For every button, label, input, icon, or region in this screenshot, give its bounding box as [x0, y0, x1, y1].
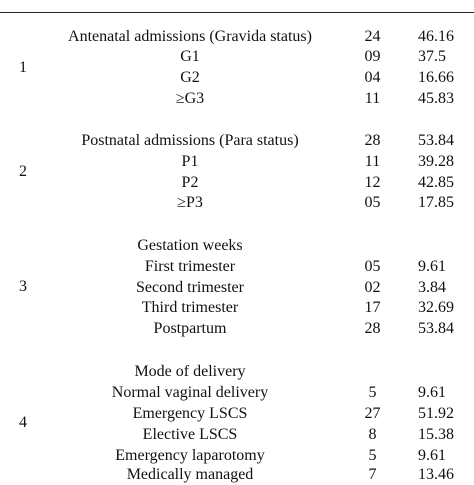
row-percent: 9.61: [418, 447, 446, 464]
row-label: Postnatal admissions (Para status): [81, 132, 299, 149]
row-percent: 53.84: [418, 320, 454, 337]
row-percent: 51.92: [418, 405, 454, 422]
row-label: Emergency laparotomy: [115, 447, 265, 464]
section-number: 4: [19, 414, 27, 431]
row-label: Emergency LSCS: [132, 405, 248, 422]
row-label: P2: [181, 174, 199, 191]
section-number: 3: [19, 278, 27, 295]
row-percent: 15.38: [418, 426, 454, 443]
row-label: Elective LSCS: [142, 426, 238, 443]
row-count: 17: [364, 299, 381, 316]
row-count: 24: [364, 28, 381, 45]
row-count: 05: [364, 194, 381, 211]
row-percent: 32.69: [418, 299, 454, 316]
row-percent: 3.84: [418, 279, 446, 296]
row-percent: 37.5: [418, 48, 446, 65]
row-count: 09: [364, 48, 381, 65]
section-number: 2: [19, 163, 27, 180]
section-heading: Mode of delivery: [134, 363, 246, 380]
row-label: ≥P3: [177, 194, 203, 211]
row-count: 04: [364, 69, 381, 86]
row-count: 8: [368, 426, 377, 443]
row-percent: 45.83: [418, 90, 454, 107]
row-count: 7: [368, 466, 377, 483]
row-label: G1: [180, 48, 200, 65]
row-percent: 46.16: [418, 28, 454, 45]
row-percent: 42.85: [418, 174, 454, 191]
row-percent: 9.61: [418, 384, 446, 401]
row-label: ≥G3: [175, 90, 205, 107]
row-count: 11: [364, 90, 381, 107]
row-count: 5: [368, 384, 377, 401]
table-top-rule: [0, 12, 474, 13]
row-label: Second trimester: [136, 279, 244, 296]
row-count: 27: [364, 405, 381, 422]
row-count: 28: [364, 320, 381, 337]
row-count: 5: [368, 447, 377, 464]
row-label: Postpartum: [153, 320, 227, 337]
row-label: First trimester: [144, 258, 236, 275]
statistics-table: 1 Antenatal admissions (Gravida status) …: [19, 28, 454, 483]
row-count: 28: [364, 132, 381, 149]
row-percent: 16.66: [418, 69, 454, 86]
section-number: 1: [19, 59, 27, 76]
row-label: P1: [181, 153, 199, 170]
row-label: G2: [180, 69, 200, 86]
row-count: 02: [364, 279, 381, 296]
row-count: 05: [364, 258, 381, 275]
section-heading: Gestation weeks: [137, 237, 243, 254]
row-count: 12: [364, 174, 381, 191]
row-percent: 39.28: [418, 153, 454, 170]
row-count: 11: [364, 153, 381, 170]
row-percent: 9.61: [418, 258, 446, 275]
row-label: Medically managed: [126, 466, 254, 483]
row-label: Third trimester: [141, 299, 239, 316]
row-label: Normal vaginal delivery: [111, 384, 269, 401]
row-percent: 17.85: [418, 194, 454, 211]
row-label: Antenatal admissions (Gravida status): [68, 28, 312, 45]
row-percent: 53.84: [418, 132, 454, 149]
row-percent: 13.46: [418, 466, 454, 483]
